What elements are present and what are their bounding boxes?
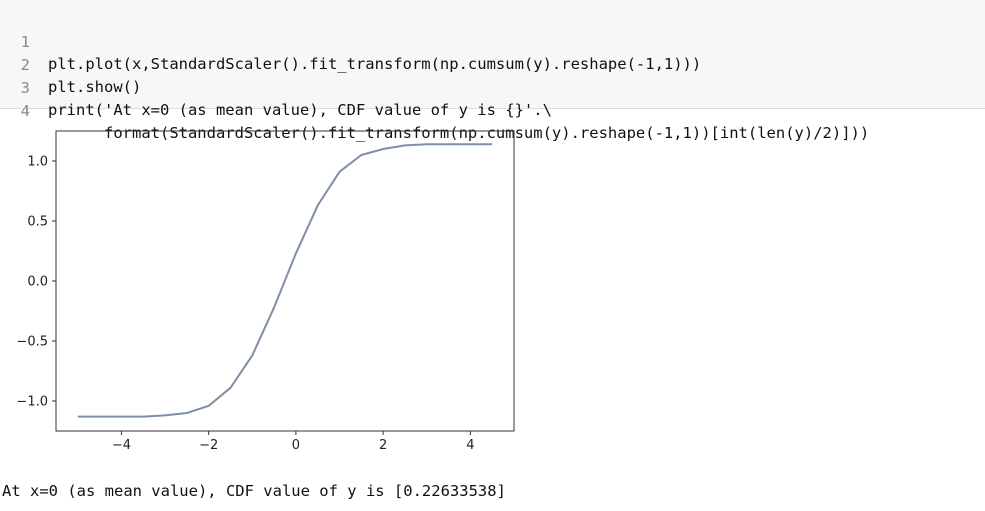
print-output: At x=0 (as mean value), CDF value of y i…: [2, 482, 506, 500]
plot-output: −4 −2 0 2 4 −1.0 −0.5 0.0 0.5 1.0: [0, 118, 560, 463]
x-tick-label: −4: [112, 438, 131, 453]
x-tick-label: 2: [379, 438, 387, 453]
code-text: format(StandardScaler().fit_transform(np…: [48, 124, 870, 142]
y-tick-label: 1.0: [27, 155, 48, 170]
cdf-series-line: [77, 143, 493, 418]
code-line-3: 3 print('At x=0 (as mean value), CDF val…: [0, 55, 552, 119]
code-text: plt.plot(x,StandardScaler().fit_transfor…: [48, 55, 702, 73]
x-tick-label: −2: [199, 438, 218, 453]
code-text: plt.show(): [48, 78, 142, 96]
line-number: 2: [20, 56, 30, 74]
y-tick-label: −0.5: [16, 335, 48, 350]
line-number: 3: [20, 79, 30, 97]
line-number: 1: [20, 33, 30, 51]
x-tick-label: 0: [292, 438, 300, 453]
y-tick-label: 0.0: [27, 275, 48, 290]
code-line-1: 1 plt.plot(x,StandardScaler().fit_transf…: [0, 9, 702, 73]
code-text: print('At x=0 (as mean value), CDF value…: [48, 101, 552, 119]
y-tick-label: −1.0: [16, 395, 48, 410]
line-chart: −4 −2 0 2 4 −1.0 −0.5 0.0 0.5 1.0: [16, 130, 515, 453]
code-line-2: 2 plt.show(): [0, 32, 142, 96]
line-number: 4: [20, 102, 30, 120]
x-tick-label: 4: [466, 438, 474, 453]
code-cell[interactable]: 1 plt.plot(x,StandardScaler().fit_transf…: [0, 0, 985, 142]
y-tick-label: 0.5: [27, 215, 48, 230]
code-line-4: 4 format(StandardScaler().fit_transform(…: [0, 78, 870, 142]
